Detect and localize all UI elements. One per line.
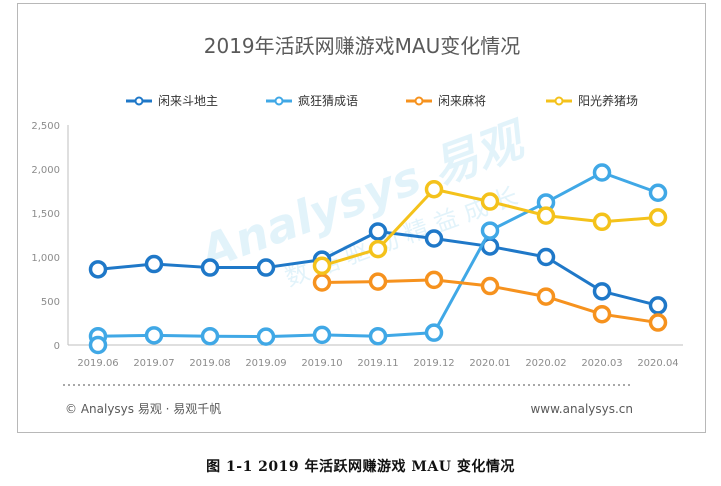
data-point — [480, 221, 500, 240]
data-point — [424, 229, 444, 248]
data-point — [256, 258, 276, 277]
data-point — [480, 276, 500, 296]
y-tick-label: 500 — [41, 297, 60, 308]
legend-swatch-marker — [274, 96, 284, 106]
y-tick-label: 0 — [54, 341, 60, 352]
data-point — [648, 296, 668, 315]
x-tick-label: 2019.07 — [133, 358, 174, 369]
series-group — [88, 222, 668, 315]
legend-swatch-marker — [134, 96, 144, 106]
data-point — [312, 325, 332, 345]
y-tick-label: 2,500 — [31, 121, 60, 132]
y-tick-label: 1,000 — [31, 253, 60, 264]
data-point — [200, 326, 220, 346]
series-group — [312, 179, 668, 276]
legend-item: 阳光养猪场 — [546, 93, 638, 108]
x-tick-label: 2019.11 — [357, 358, 398, 369]
data-point — [144, 254, 164, 274]
legend-label: 疯狂猜成语 — [298, 93, 358, 108]
x-tick-label: 2020.03 — [581, 358, 622, 369]
chart-title: 2019年活跃网赚游戏MAU变化情况 — [204, 34, 520, 58]
x-tick-label: 2019.08 — [189, 358, 230, 369]
data-point — [200, 258, 220, 277]
series-group — [88, 163, 668, 346]
footer-source: © Analysys 易观 · 易观千帆 — [65, 401, 221, 416]
chart-axes: 0 500 1,000 1,500 2,000 2,500 2019.06 2019.07 20… — [31, 121, 683, 369]
x-tick-label: 2020.01 — [469, 358, 510, 369]
data-point — [312, 273, 332, 292]
data-point — [88, 335, 108, 355]
series-layer — [88, 163, 668, 355]
mau-line-chart: Analysys 易观 数 据 驱 动 精 益 成 长 2019年活跃网赚游戏M… — [31, 34, 683, 416]
footer-website: www.analysys.cn — [530, 402, 633, 416]
data-point — [256, 327, 276, 346]
series-group — [312, 270, 668, 332]
data-point — [592, 163, 612, 182]
chart-frame: Analysys 易观 数 据 驱 动 精 益 成 长 2019年活跃网赚游戏M… — [17, 3, 706, 433]
x-tick-label: 2020.04 — [637, 358, 678, 369]
data-point — [368, 239, 388, 259]
data-point — [648, 183, 668, 203]
legend-swatch-marker — [554, 96, 564, 106]
data-point — [368, 272, 388, 291]
figure-caption: 图 1-1 2019 年活跃网赚游戏 MAU 变化情况 — [206, 459, 515, 475]
data-point — [592, 282, 612, 301]
x-tick-label: 2019.06 — [77, 358, 118, 369]
y-tick-label: 1,500 — [31, 209, 60, 220]
x-tick-label: 2019.12 — [413, 358, 454, 369]
data-point — [312, 256, 332, 276]
data-point — [592, 212, 612, 232]
data-point — [536, 247, 556, 267]
data-point — [88, 260, 108, 279]
data-point — [592, 304, 612, 324]
x-tick-label: 2020.02 — [525, 358, 566, 369]
legend-label: 闲来斗地主 — [158, 94, 218, 108]
data-point — [424, 179, 444, 199]
y-tick-label: 2,000 — [31, 165, 60, 176]
data-point — [368, 222, 388, 241]
data-point — [480, 192, 500, 211]
legend-swatch-marker — [414, 96, 424, 106]
data-point — [536, 287, 556, 306]
data-point — [648, 208, 668, 227]
x-tick-label: 2019.10 — [301, 358, 342, 369]
data-point — [368, 326, 388, 346]
data-point — [648, 313, 668, 332]
data-point — [536, 206, 556, 225]
data-point — [424, 323, 444, 342]
data-point — [424, 270, 444, 290]
x-tick-label: 2019.09 — [245, 358, 286, 369]
legend-label: 阳光养猪场 — [578, 93, 638, 108]
data-point — [144, 326, 164, 345]
legend-item: 疯狂猜成语 — [266, 93, 358, 108]
legend-item: 闲来斗地主 — [126, 94, 218, 108]
chart-legend: 闲来斗地主 疯狂猜成语 闲来麻将 阳光养猪场 — [126, 93, 638, 108]
legend-label: 闲来麻将 — [438, 93, 486, 108]
legend-item: 闲来麻将 — [406, 93, 486, 108]
